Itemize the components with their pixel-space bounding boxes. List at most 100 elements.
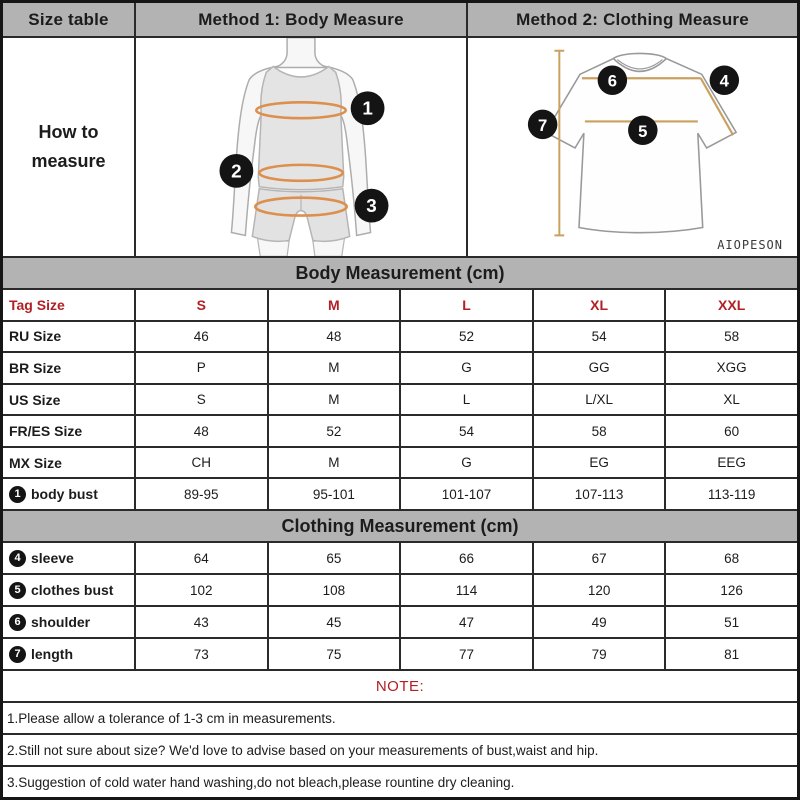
marker-7-icon: 7	[527, 109, 558, 140]
table-row-clothes-bust: 5 clothes bust 102 108 114 120 126	[3, 575, 797, 607]
waist-tape-icon	[257, 163, 345, 183]
table-cell: G	[401, 353, 534, 385]
table-row-us-size: US Size S M L L/XL XL	[3, 384, 797, 417]
table-cell: G	[401, 447, 534, 480]
marker-6-badge: 6	[9, 613, 26, 631]
table-row-body-bust: 1 body bust 89-95 95-101 101-107 107-113…	[3, 479, 797, 512]
table-row-shoulder: 6 shoulder 43 45 47 49 51	[3, 607, 797, 639]
clothing-measurement-table: 4 sleeve 64 65 66 67 68 5 clothes bust 1…	[3, 543, 797, 671]
table-cell: 89-95	[136, 479, 269, 512]
diagram-row: How to measure	[3, 38, 797, 258]
row-label: RU Size	[3, 321, 136, 354]
note-title: NOTE:	[3, 671, 797, 703]
table-cell: 66	[401, 543, 534, 575]
row-label-text: length	[31, 646, 73, 662]
table-cell: 68	[666, 543, 797, 575]
table-cell: M	[268, 447, 402, 480]
table-cell: 48	[136, 416, 269, 448]
row-label: BR Size	[3, 353, 136, 385]
svg-text:4: 4	[720, 72, 730, 91]
table-cell: M	[268, 384, 402, 417]
row-label: 6 shoulder	[3, 607, 136, 639]
row-label-text: sleeve	[31, 550, 74, 566]
marker-6-icon: 6	[597, 65, 628, 95]
note-item-3: 3.Suggestion of cold water hand washing,…	[7, 774, 515, 790]
size-table-title: Size table	[3, 3, 136, 38]
table-cell: 54	[401, 416, 534, 448]
column-header-m: M	[268, 290, 402, 322]
table-cell: 64	[136, 543, 269, 575]
table-row-sleeve: 4 sleeve 64 65 66 67 68	[3, 543, 797, 575]
table-cell: L	[401, 384, 534, 417]
row-label: FR/ES Size	[3, 416, 136, 448]
table-cell: 52	[268, 416, 402, 448]
how-to-line1: How to	[38, 122, 99, 143]
svg-text:7: 7	[538, 116, 547, 135]
body-measurement-table: Tag Size S M L XL XXL RU Size 46 48 52 5…	[3, 290, 797, 512]
brand-watermark: AIOPESON	[717, 238, 783, 252]
hip-tape-icon	[253, 196, 349, 217]
column-header-tag-size: Tag Size	[3, 290, 136, 322]
table-cell: M	[268, 353, 402, 385]
body-figure-icon: 1 2 3	[219, 38, 389, 256]
table-cell: CH	[136, 447, 269, 480]
table-cell: 60	[666, 416, 797, 448]
svg-text:3: 3	[366, 196, 377, 217]
table-cell: S	[136, 384, 269, 417]
body-measurement-title: Body Measurement (cm)	[3, 258, 797, 290]
marker-4-icon: 4	[709, 65, 740, 95]
marker-3-icon: 3	[354, 188, 389, 223]
table-cell: 81	[666, 639, 797, 671]
table-cell: EEG	[666, 448, 797, 480]
how-to-line2: measure	[31, 151, 106, 171]
sleeve-line-icon	[699, 77, 735, 136]
svg-text:2: 2	[231, 161, 242, 182]
table-cell: XL	[666, 385, 797, 417]
marker-5-icon: 5	[628, 115, 658, 146]
row-label: 4 sleeve	[3, 543, 136, 575]
clothing-measure-diagram-cell: 6 4 5 7 AIOPESON	[468, 38, 797, 258]
marker-7-badge: 7	[9, 645, 26, 663]
table-cell: EG	[533, 447, 667, 480]
row-label: 1 body bust	[3, 479, 136, 512]
table-cell: 47	[401, 607, 534, 639]
top-header-row: Size table Method 1: Body Measure Method…	[3, 3, 797, 38]
table-row-br-size: BR Size P M G GG XGG	[3, 353, 797, 385]
table-cell: 58	[533, 416, 667, 448]
row-label-text: clothes bust	[31, 582, 114, 598]
table-cell: GG	[533, 353, 667, 385]
column-header-l: L	[401, 290, 534, 322]
row-label: MX Size	[3, 447, 136, 480]
table-cell: 45	[268, 607, 402, 639]
table-cell: XGG	[666, 353, 797, 385]
table-row-mx-size: MX Size CH M G EG EEG	[3, 447, 797, 480]
table-cell: 113-119	[666, 479, 797, 512]
marker-4-badge: 4	[9, 549, 26, 567]
row-label-text: shoulder	[31, 614, 91, 630]
svg-text:5: 5	[638, 122, 647, 141]
clothing-measurement-title: Clothing Measurement (cm)	[3, 511, 797, 543]
how-to-measure-label: How to measure	[3, 38, 136, 258]
table-cell: 102	[136, 575, 269, 607]
marker-1-icon: 1	[350, 91, 385, 126]
table-cell: 75	[268, 639, 402, 671]
table-cell: 49	[533, 607, 667, 639]
table-cell: 126	[666, 575, 797, 607]
table-cell: 54	[533, 321, 667, 354]
marker-2-icon: 2	[219, 153, 254, 188]
table-cell: 51	[666, 607, 797, 639]
table-cell: 120	[533, 575, 667, 607]
body-measure-diagram-cell: 1 2 3	[136, 38, 468, 258]
table-cell: 52	[401, 321, 534, 354]
table-cell: 79	[533, 639, 667, 671]
row-label: 7 length	[3, 639, 136, 671]
tshirt-icon: 6 4 5 7	[527, 49, 740, 237]
row-label-text: body bust	[31, 486, 98, 503]
column-header-s: S	[136, 290, 269, 322]
marker-5-badge: 5	[9, 581, 26, 599]
table-cell: 95-101	[268, 479, 402, 512]
row-label: 5 clothes bust	[3, 575, 136, 607]
table-cell: 67	[533, 543, 667, 575]
table-header-row: Tag Size S M L XL XXL	[3, 290, 797, 322]
